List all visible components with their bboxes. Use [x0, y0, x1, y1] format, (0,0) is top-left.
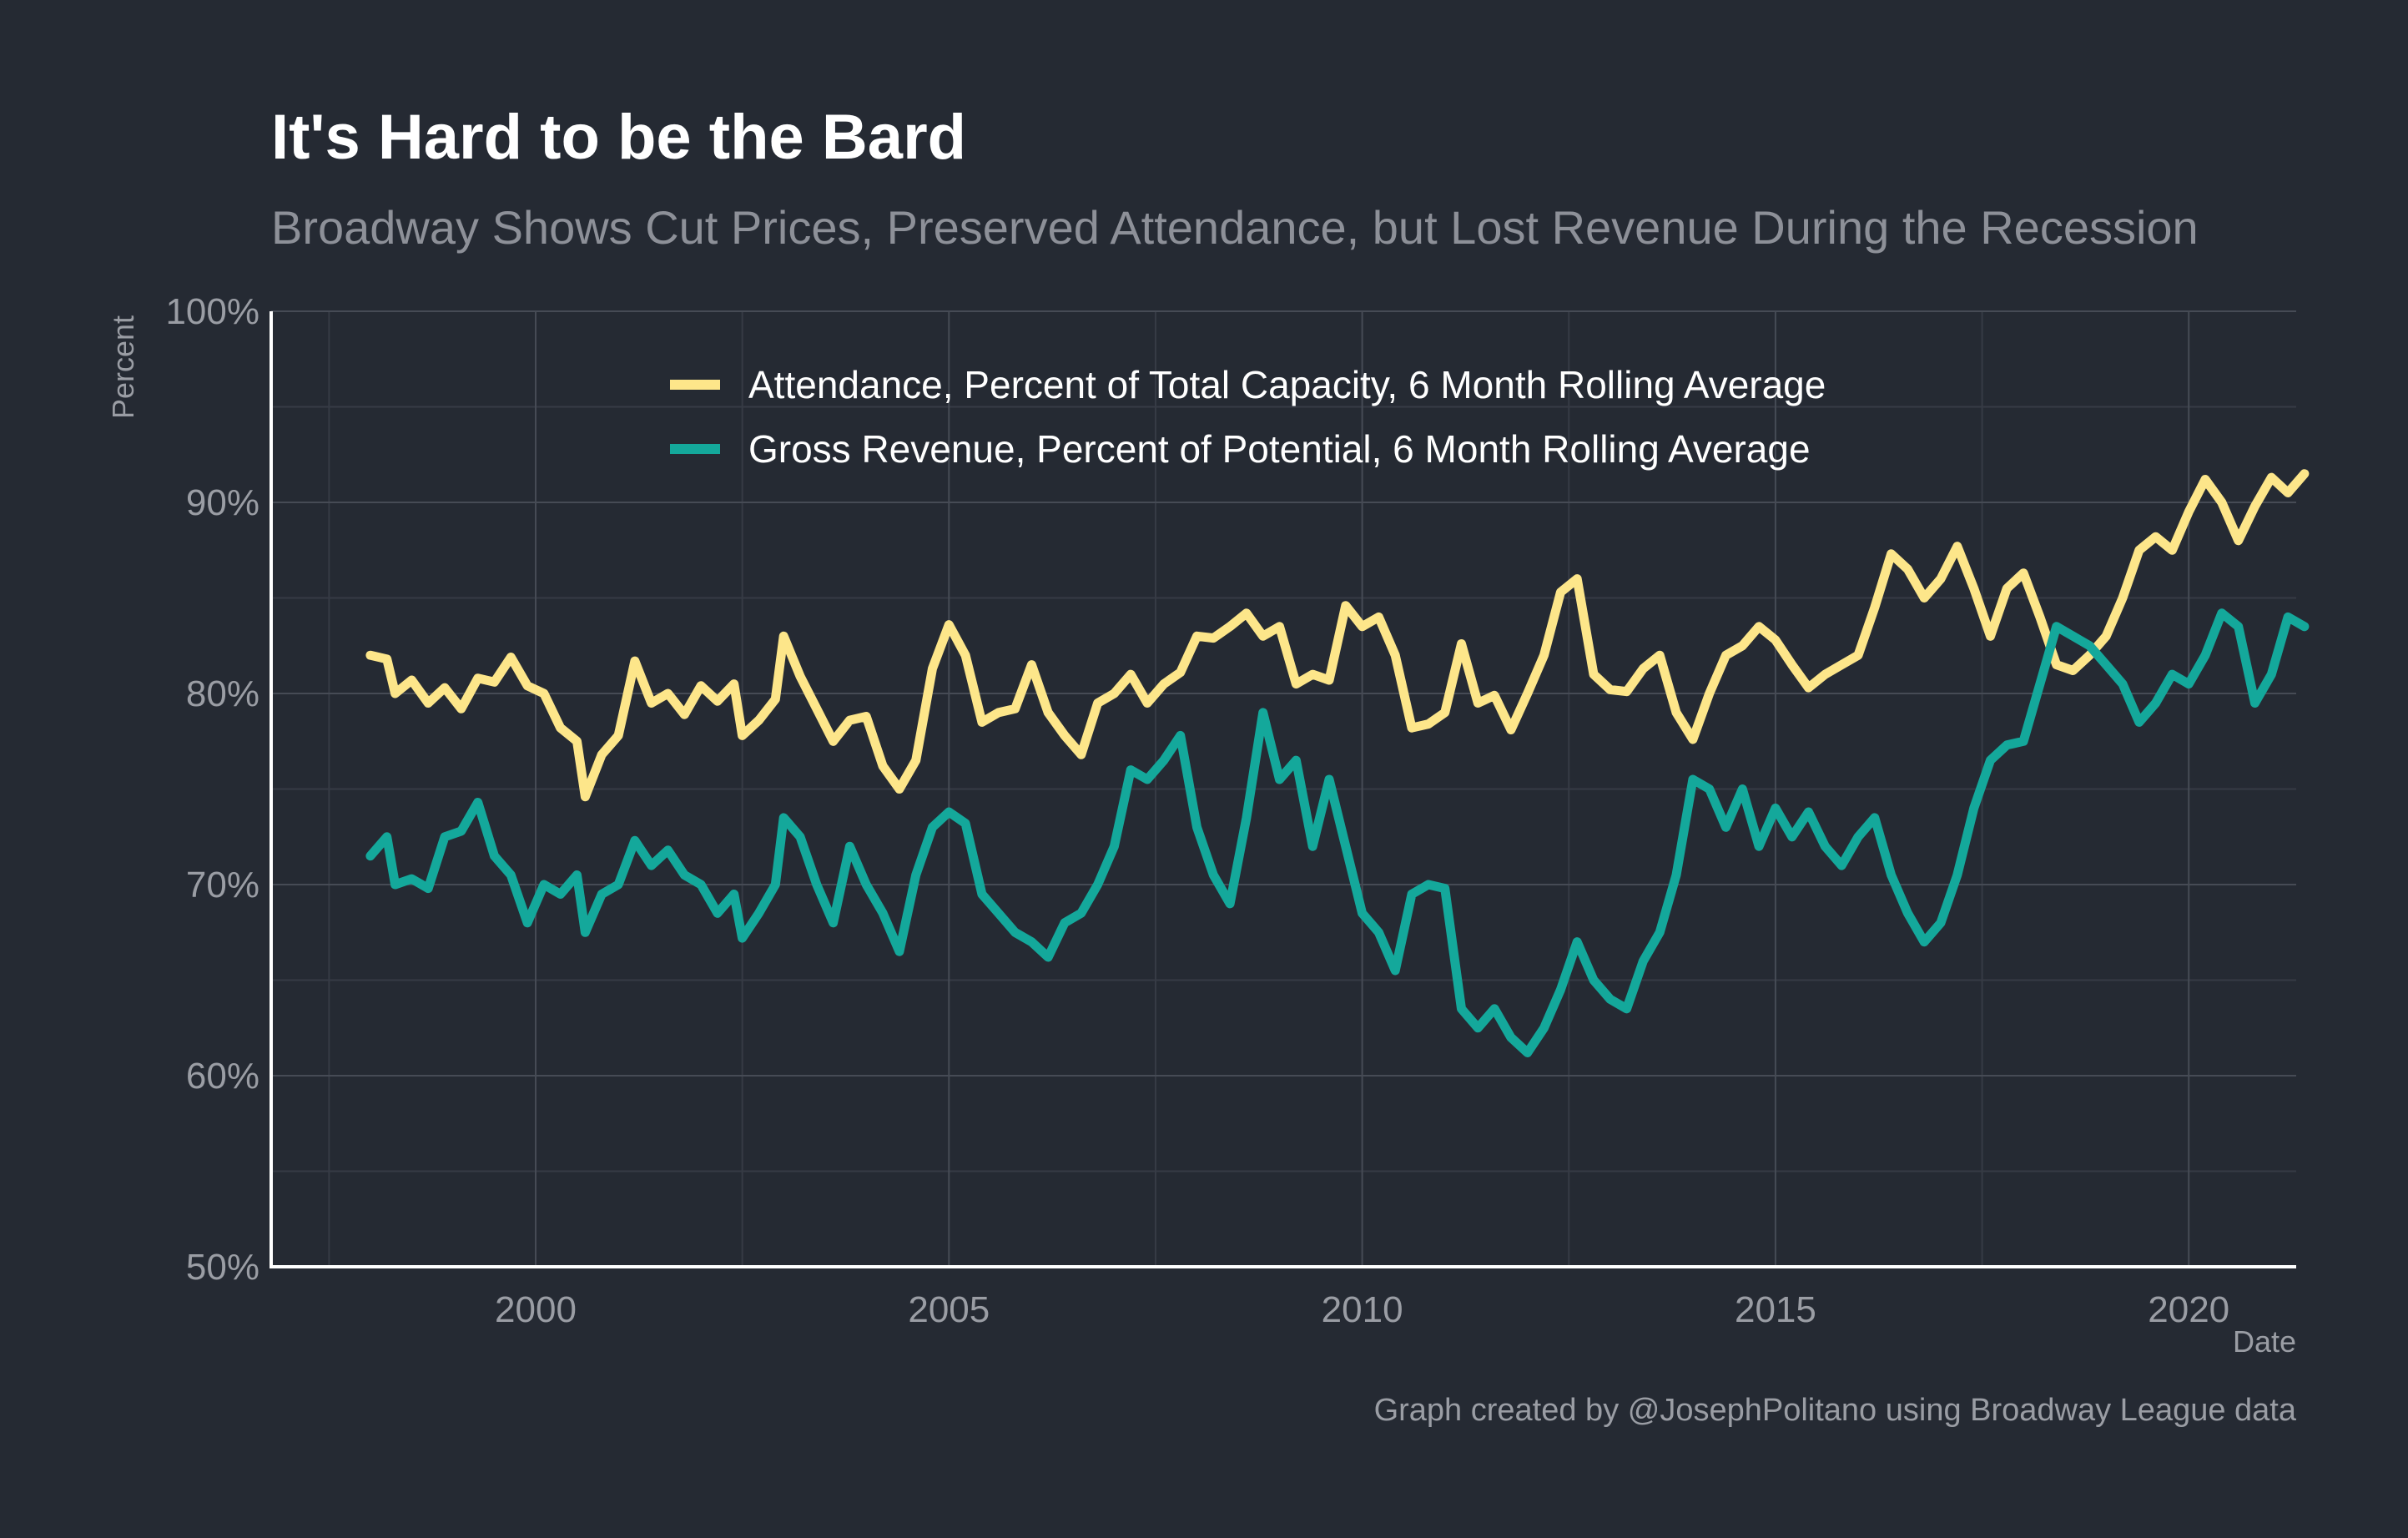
- chart-caption: Graph created by @JosephPolitano using B…: [1374, 1393, 2297, 1428]
- y-tick-label: 70%: [186, 865, 259, 905]
- y-tick-label: 90%: [186, 482, 259, 523]
- y-tick-label: 60%: [186, 1056, 259, 1097]
- x-axis-label: Date: [2233, 1324, 2296, 1359]
- series-lines: [365, 469, 2310, 1057]
- legend: Attendance, Percent of Total Capacity, 6…: [670, 363, 1826, 471]
- x-tick-label: 2015: [1735, 1289, 1816, 1330]
- legend-label-attendance: Attendance, Percent of Total Capacity, 6…: [748, 363, 1826, 406]
- x-tick-label: 2005: [908, 1289, 990, 1330]
- y-axis-label: Percent: [106, 315, 140, 419]
- y-tick-label: 50%: [186, 1247, 259, 1288]
- x-tick-label: 2000: [495, 1289, 577, 1330]
- tick-labels: 50% 60% 70% 80% 90% 100% 2000 2005 2010 2015 2020: [165, 291, 2229, 1330]
- x-tick-label: 2020: [2148, 1289, 2229, 1330]
- chart-title: It's Hard to be the Bard: [271, 102, 966, 173]
- x-tick-label: 2010: [1322, 1289, 1403, 1330]
- legend-label-gross-revenue: Gross Revenue, Percent of Potential, 6 M…: [748, 427, 1811, 471]
- chart-subtitle: Broadway Shows Cut Prices, Preserved Att…: [271, 201, 2199, 254]
- axes: [270, 311, 2296, 1268]
- y-tick-label: 80%: [186, 673, 259, 714]
- series-line-attendance: [365, 469, 2310, 802]
- y-tick-label: 100%: [165, 291, 259, 332]
- series-line-gross-revenue: [365, 608, 2310, 1057]
